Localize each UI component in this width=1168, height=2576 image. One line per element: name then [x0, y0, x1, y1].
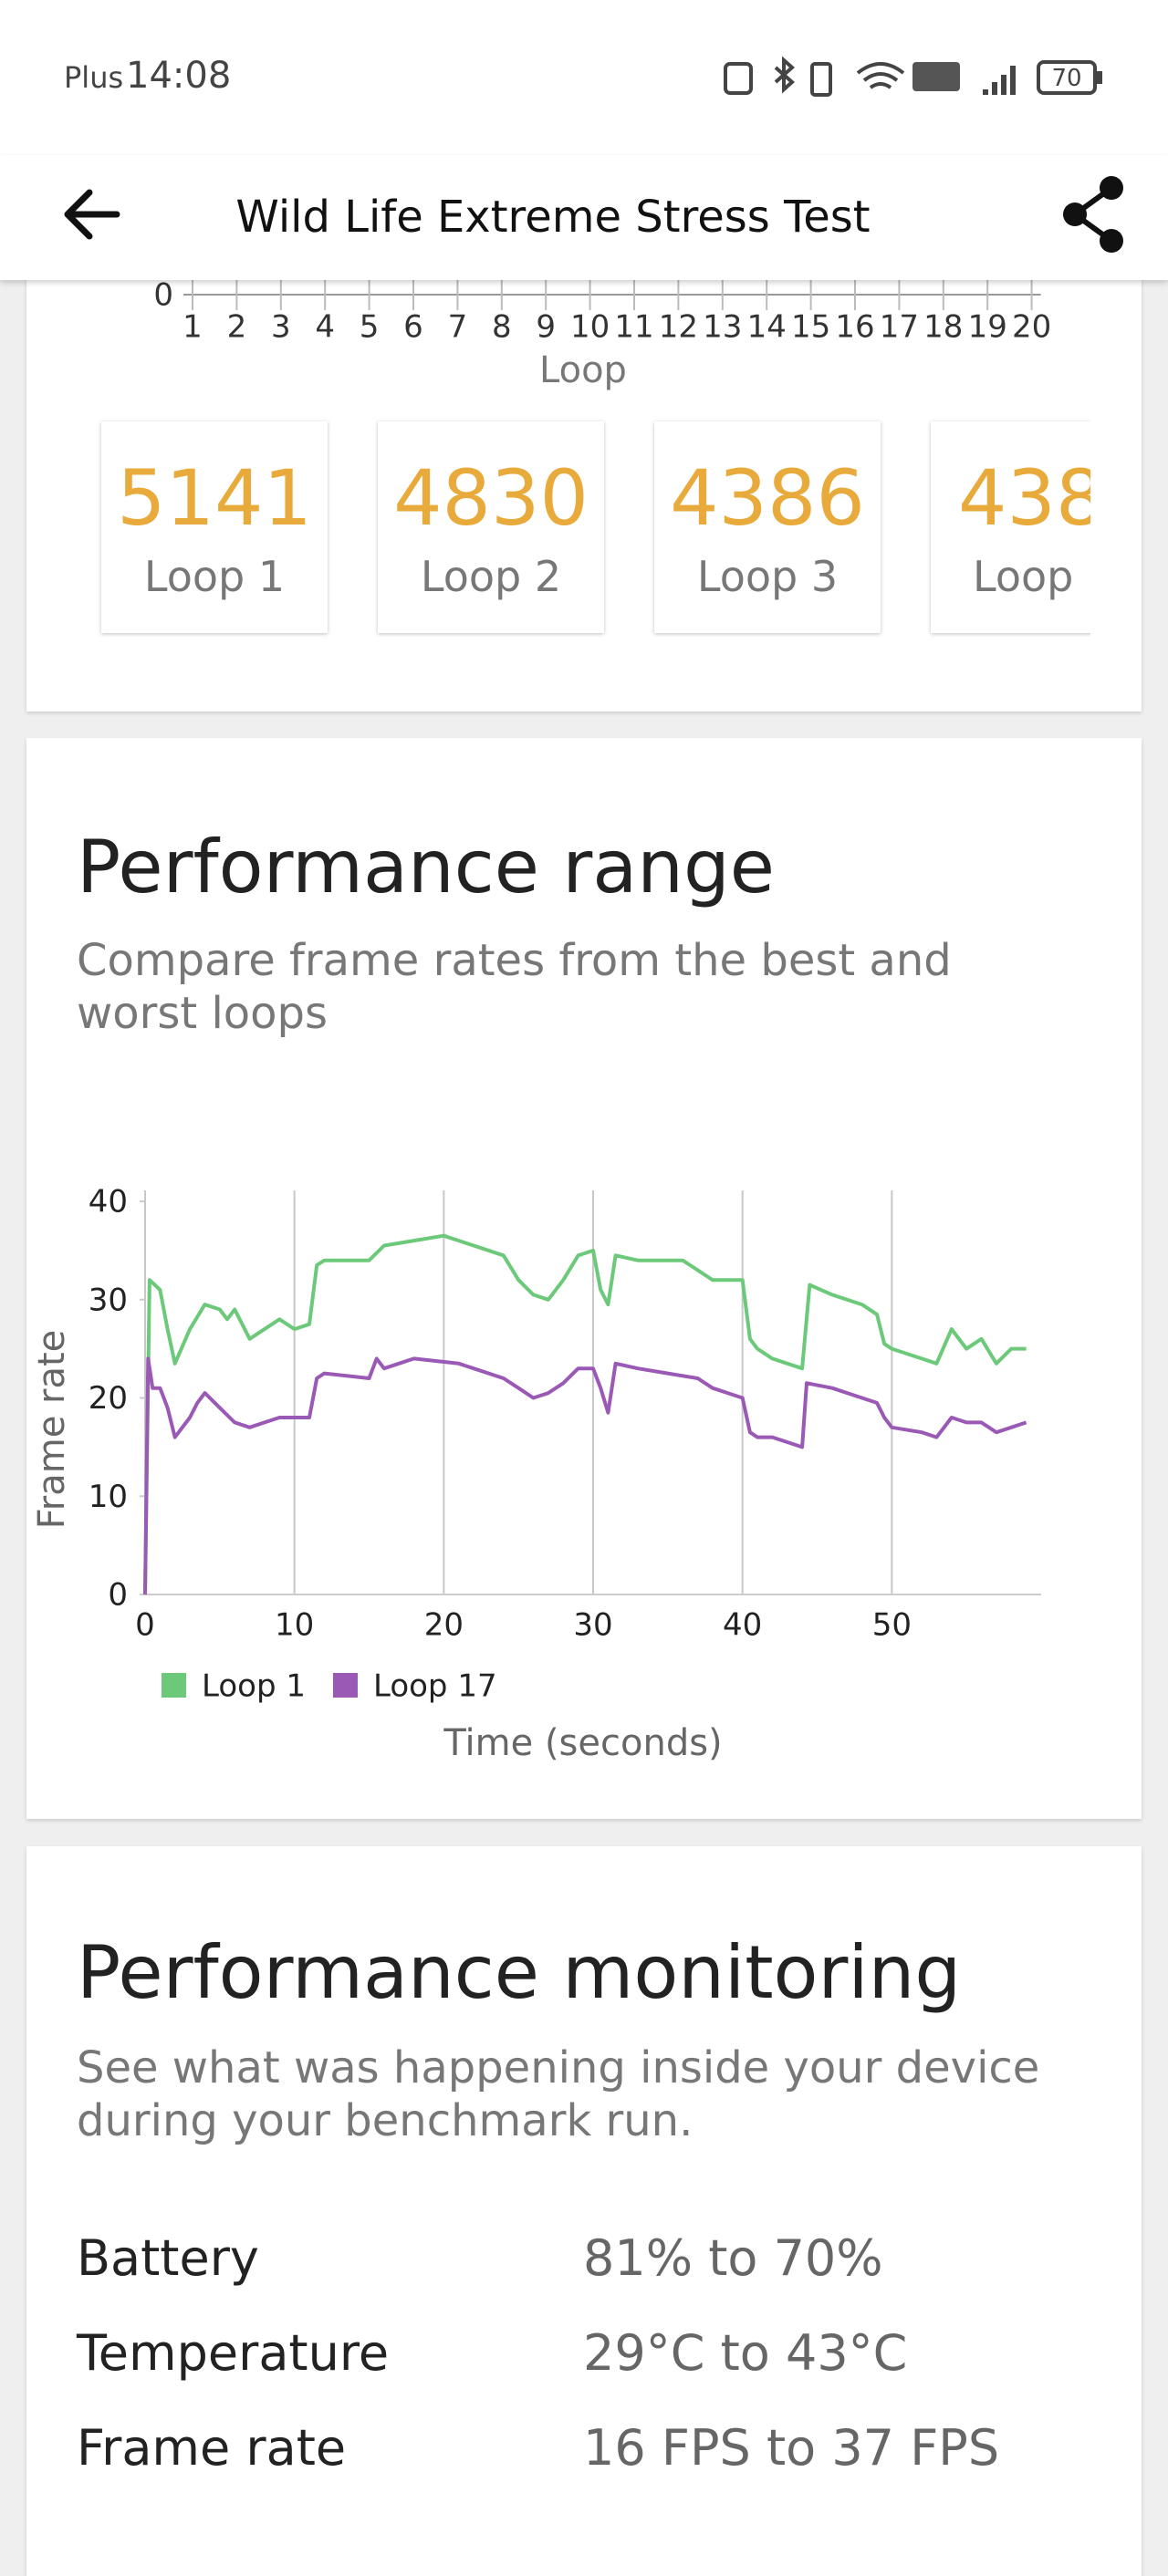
status-bar: Plus 14:08 70 — [0, 0, 1168, 155]
section-subtitle: Compare frame rates from the best and wo… — [77, 935, 952, 1039]
section-title: Performance range — [77, 825, 775, 909]
row-label: Frame rate — [77, 2419, 347, 2477]
vibrate-icon — [810, 62, 832, 97]
carrier: Plus — [64, 60, 124, 95]
score-card: 5141 Loop 1 — [101, 421, 328, 633]
clock: 14:08 — [126, 55, 232, 97]
row-value: 81% to 70% — [583, 2229, 883, 2287]
score-label: Loop — [973, 552, 1074, 601]
score-card: 438 Loop — [931, 421, 1090, 633]
score-label: Loop 2 — [420, 552, 562, 601]
score-cards: 5141 Loop 1 4830 Loop 2 4386 Loop 3 438 Loop — [91, 415, 1090, 643]
battery-level: 70 — [1051, 65, 1081, 92]
back-button[interactable] — [60, 182, 124, 246]
score-value: 4386 — [670, 453, 865, 543]
section-subtitle: See what was happening inside your devic… — [77, 2042, 1040, 2146]
row-label: Battery — [77, 2229, 259, 2287]
signal-icon — [983, 66, 1016, 95]
status-icons: 70 — [724, 56, 1102, 97]
row-value: 29°C to 43°C — [583, 2324, 908, 2382]
section-title: Performance monitoring — [77, 1930, 962, 2015]
row-label: Temperature — [77, 2324, 390, 2382]
score-card: 4386 Loop 3 — [654, 421, 881, 633]
score-card: 4830 Loop 2 — [378, 421, 604, 633]
performance-monitoring-card: Performance monitoring See what was happ… — [26, 1846, 1142, 2576]
screen-title: Wild Life Extreme Stress Test — [235, 192, 871, 243]
wifi-icon — [856, 62, 905, 89]
score-value: 5141 — [117, 453, 312, 543]
battery-outline — [1037, 60, 1097, 95]
score-label: Loop 3 — [696, 552, 839, 601]
battery-cap — [1097, 71, 1102, 84]
score-value: 4830 — [393, 453, 589, 543]
app-bar: Wild Life Extreme Stress Test — [0, 155, 1168, 280]
nfc-icon — [724, 62, 753, 95]
row-value: 16 FPS to 37 FPS — [583, 2419, 1000, 2477]
share-button[interactable] — [1058, 173, 1132, 255]
score-value: 438 — [958, 453, 1090, 543]
volte-icon — [912, 62, 960, 91]
score-label: Loop 1 — [143, 552, 286, 601]
performance-range-card: Performance range Compare frame rates fr… — [26, 738, 1142, 1819]
bluetooth-icon — [774, 56, 796, 94]
